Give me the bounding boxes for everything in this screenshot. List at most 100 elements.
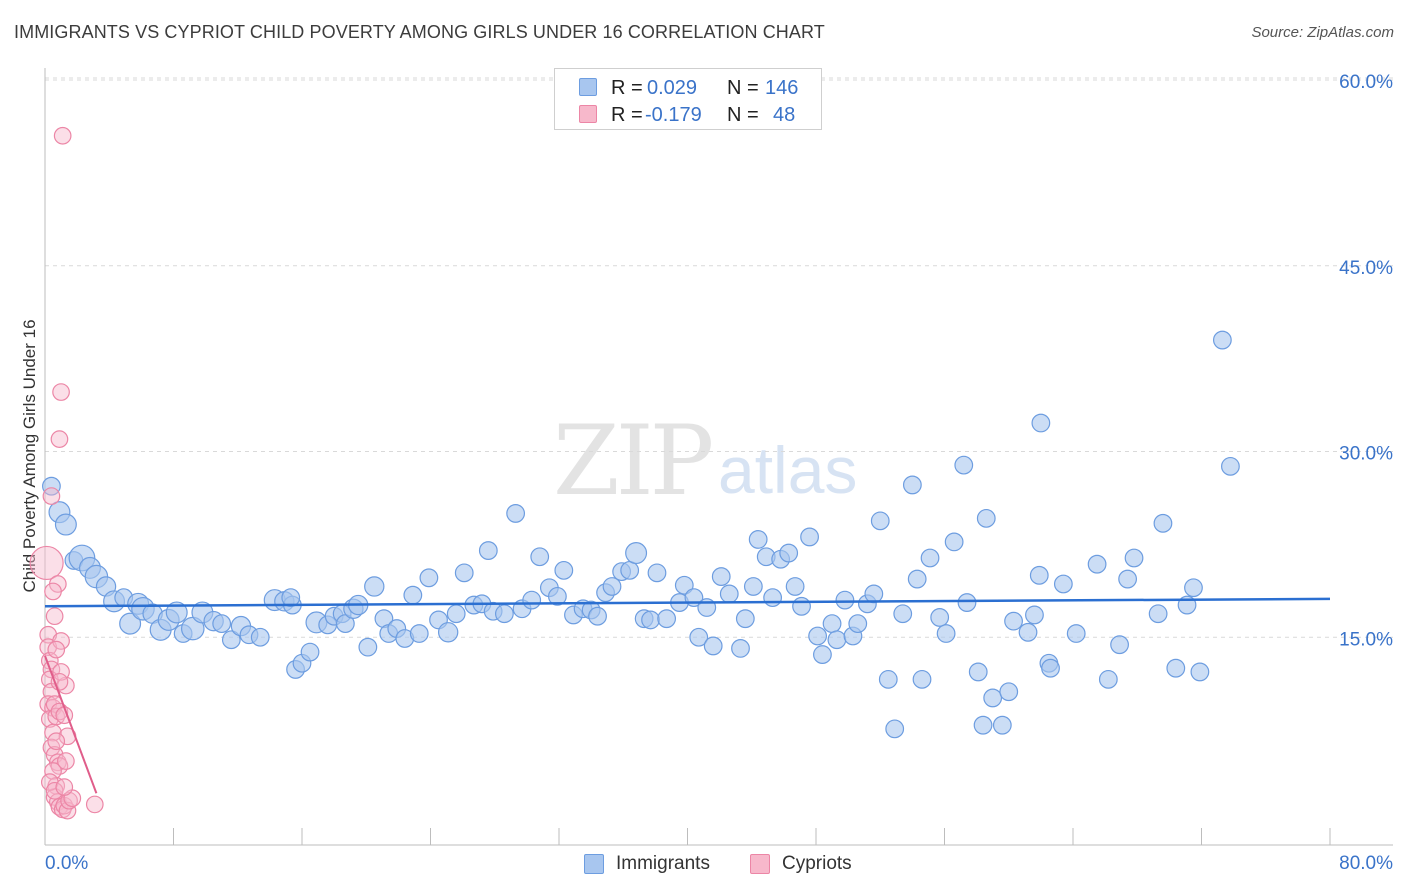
immigrants-point bbox=[800, 527, 819, 547]
immigrants-point bbox=[1148, 604, 1168, 624]
immigrants-point bbox=[1153, 513, 1173, 533]
immigrants-point bbox=[657, 609, 677, 629]
legend-r-value: 0.029 bbox=[647, 77, 698, 99]
immigrants-point bbox=[1031, 413, 1051, 433]
immigrants-point bbox=[1098, 669, 1118, 689]
legend-n-label: N = bbox=[727, 77, 759, 99]
immigrants-point bbox=[743, 577, 763, 596]
immigrants-point bbox=[165, 601, 188, 624]
y-tick-label: 60.0% bbox=[1339, 72, 1393, 93]
immigrants-point bbox=[42, 476, 61, 496]
immigrants-point bbox=[554, 560, 574, 580]
immigrants-point bbox=[902, 475, 922, 495]
immigrants-point bbox=[494, 604, 514, 624]
immigrants-point bbox=[1221, 456, 1240, 476]
watermark-atlas: atlas bbox=[718, 433, 858, 507]
immigrants-point bbox=[954, 455, 974, 475]
cypriots-legend-label: Cypriots bbox=[782, 853, 852, 874]
immigrants-point bbox=[711, 567, 731, 586]
cypriots-point bbox=[52, 632, 70, 650]
cypriots-point bbox=[45, 781, 64, 800]
immigrants-point bbox=[250, 627, 270, 647]
immigrants-point bbox=[813, 645, 832, 664]
immigrants-point bbox=[808, 626, 828, 646]
immigrants-point bbox=[419, 568, 439, 588]
cypriots-point bbox=[52, 383, 70, 401]
cypriots-point bbox=[29, 545, 64, 581]
immigrants-point bbox=[358, 637, 378, 657]
immigrants-point bbox=[864, 584, 884, 604]
immigrants-point bbox=[968, 662, 988, 682]
immigrants-point bbox=[835, 590, 855, 610]
immigrants-point bbox=[588, 606, 607, 626]
immigrants-point bbox=[785, 577, 805, 596]
immigrants-point bbox=[300, 642, 320, 662]
immigrants-point bbox=[822, 614, 842, 634]
immigrants-point bbox=[647, 563, 667, 583]
cypriots-trend-line bbox=[44, 655, 98, 794]
immigrants-point bbox=[1190, 662, 1210, 682]
immigrants-point bbox=[54, 513, 77, 536]
immigrants-point bbox=[912, 669, 932, 689]
immigrants-point bbox=[1124, 548, 1144, 568]
legend-row-cypriots: R = -0.179 N = 48 bbox=[555, 102, 821, 128]
immigrants-point bbox=[957, 593, 977, 612]
cypriots-point bbox=[44, 582, 62, 601]
cypriots-swatch bbox=[579, 105, 597, 123]
immigrants-point bbox=[1184, 578, 1203, 598]
immigrants-point bbox=[907, 569, 927, 589]
y-tick-label: 30.0% bbox=[1339, 444, 1393, 465]
immigrants-point bbox=[748, 530, 768, 549]
immigrants-point bbox=[885, 719, 905, 739]
immigrants-point bbox=[944, 532, 964, 552]
immigrants-point bbox=[446, 604, 466, 624]
immigrants-point bbox=[281, 588, 301, 608]
legend-r-label: R = bbox=[611, 104, 643, 126]
cypriots-legend-swatch bbox=[750, 854, 770, 874]
immigrants-point bbox=[437, 622, 459, 643]
immigrants-point bbox=[1029, 565, 1049, 585]
cypriots-point bbox=[45, 607, 64, 626]
immigrants-point bbox=[625, 542, 648, 565]
immigrants-point bbox=[403, 585, 423, 605]
legend-r-label: R = bbox=[611, 77, 643, 99]
chart-title: IMMIGRANTS VS CYPRIOT CHILD POVERTY AMON… bbox=[14, 22, 825, 42]
immigrants-point bbox=[119, 612, 142, 635]
immigrants-legend-label: Immigrants bbox=[616, 853, 710, 874]
immigrants-point bbox=[848, 614, 868, 634]
immigrants-point bbox=[1166, 658, 1186, 678]
immigrants-point bbox=[522, 590, 542, 610]
immigrants-point bbox=[1110, 635, 1129, 655]
immigrants-point bbox=[689, 627, 709, 647]
immigrants-legend-swatch bbox=[584, 854, 604, 874]
immigrants-point bbox=[930, 608, 950, 627]
immigrants-point bbox=[878, 669, 898, 689]
immigrants-point bbox=[212, 614, 232, 634]
immigrants-point bbox=[1087, 554, 1107, 574]
immigrants-point bbox=[1025, 605, 1044, 625]
x-max-label: 80.0% bbox=[1339, 853, 1393, 874]
immigrants-point bbox=[1018, 622, 1038, 642]
immigrants-point bbox=[1212, 330, 1232, 350]
y-tick-label: 45.0% bbox=[1339, 258, 1393, 279]
immigrants-point bbox=[1004, 611, 1023, 631]
immigrants-point bbox=[221, 630, 241, 650]
immigrants-point bbox=[1041, 658, 1060, 678]
immigrants-point bbox=[792, 596, 811, 616]
immigrants-point bbox=[1066, 624, 1086, 643]
legend-row-immigrants: R = 0.029 N = 146 bbox=[555, 75, 821, 101]
cypriots-point bbox=[42, 487, 61, 505]
immigrants-point bbox=[641, 610, 660, 630]
immigrants-point bbox=[547, 586, 567, 606]
immigrants-point bbox=[735, 609, 755, 629]
immigrants-point bbox=[530, 547, 550, 567]
legend-n-value: 146 bbox=[765, 77, 799, 99]
immigrants-point bbox=[936, 624, 956, 643]
immigrants-point bbox=[602, 577, 622, 596]
immigrants-point bbox=[703, 636, 723, 656]
stats-legend: R = 0.029 N = 146 R = -0.179 N = 48 bbox=[554, 68, 822, 130]
immigrants-point bbox=[506, 504, 526, 523]
immigrants-point bbox=[992, 715, 1012, 735]
cypriots-point bbox=[53, 126, 72, 145]
